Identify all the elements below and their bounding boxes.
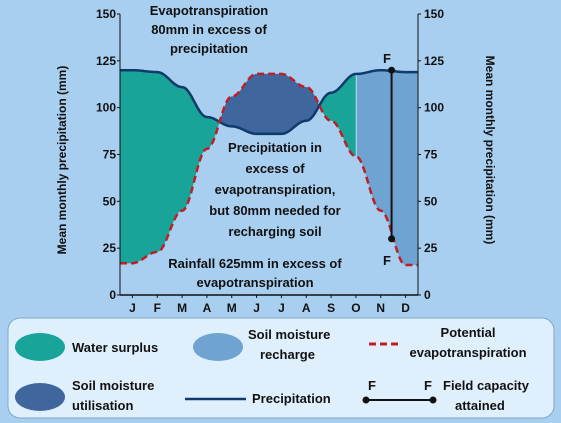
legend-label-soil-util-line1: Soil moisture	[72, 378, 154, 393]
y-tick-right-4: 100	[424, 101, 444, 115]
y-tick-left-5: 125	[96, 54, 116, 68]
field-capacity-dot-top	[388, 66, 396, 74]
field-capacity-dot-bottom	[388, 235, 396, 243]
y-tick-right-6: 150	[424, 7, 444, 21]
x-tick-label-6: J	[278, 301, 285, 315]
x-tick-label-9: O	[351, 301, 360, 315]
legend-label-field-capacity-line1: Field capacity	[443, 378, 530, 393]
legend-label-field-capacity-line2: attained	[455, 398, 505, 413]
y-tick-right-0: 0	[424, 288, 431, 302]
region-1	[220, 73, 320, 134]
legend-swatch-soil-moisture-recharge	[193, 333, 243, 361]
region-0	[120, 70, 219, 264]
y-tick-left-0: 0	[109, 288, 116, 302]
region-2	[320, 74, 356, 157]
x-tick-label-0: J	[129, 301, 136, 315]
legend-label-water-surplus: Water surplus	[72, 340, 158, 355]
y-axis-label-right: Mean monthly precipitation (mm)	[483, 56, 497, 245]
y-tick-left-1: 25	[103, 241, 117, 255]
annotation-mid-line4: but 80mm needed for	[209, 203, 340, 218]
annotation-mid-line1: Precipitation in	[228, 140, 322, 155]
x-tick-label-1: F	[154, 301, 161, 315]
annotation-bottom-line2: evapotranspiration	[196, 275, 313, 290]
field-capacity-label-bottom: F	[383, 253, 391, 268]
legend-swatch-field-capacity-dot-right	[429, 396, 437, 404]
legend-label-f-right: F	[424, 378, 432, 393]
series-precipitation-line	[120, 68, 418, 136]
x-tick-label-4: M	[227, 301, 237, 315]
x-tick-label-10: N	[376, 301, 385, 315]
y-tick-left-2: 50	[103, 194, 117, 208]
legend-label-pet-line2: evapotranspiration	[409, 345, 526, 360]
legend-label-f-left: F	[368, 378, 376, 393]
legend: Water surplus Soil moisture recharge Pot…	[7, 317, 555, 419]
series-potential-evapotranspiration-line	[120, 72, 418, 267]
legend-background	[7, 317, 555, 419]
y-tick-left-6: 150	[96, 7, 116, 21]
x-tick-label-11: D	[401, 301, 410, 315]
y-tick-left-3: 75	[103, 148, 117, 162]
annotation-mid-line5: recharging soil	[228, 224, 321, 239]
y-tick-right-2: 50	[424, 194, 438, 208]
x-tick-label-5: J	[253, 301, 260, 315]
annotation-bottom-line1: Rainfall 625mm in excess of	[168, 256, 342, 271]
y-tick-right-5: 125	[424, 54, 444, 68]
legend-label-soil-recharge-line2: recharge	[260, 347, 315, 362]
legend-label-soil-recharge-line1: Soil moisture	[248, 327, 330, 342]
x-tick-label-7: A	[302, 301, 311, 315]
annotation-top-line3: precipitation	[170, 41, 248, 56]
x-tick-label-8: S	[327, 301, 335, 315]
annotation-top-line2: 80mm in excess of	[151, 22, 267, 37]
x-tick-label-2: M	[177, 301, 187, 315]
field-capacity-label-top: F	[383, 51, 391, 66]
legend-swatch-soil-moisture-utilisation	[15, 383, 65, 411]
y-axis-label-left: Mean monthly precipitation (mm)	[55, 66, 69, 255]
annotation-mid-line2: excess of	[245, 161, 305, 176]
legend-label-soil-util-line2: utilisation	[72, 398, 133, 413]
annotation-mid-line3: evapotranspiration,	[215, 182, 336, 197]
legend-label-precipitation: Precipitation	[252, 391, 331, 406]
y-tick-right-3: 75	[424, 148, 438, 162]
annotation-top-line1: Evapotranspiration	[150, 3, 269, 18]
y-tick-left-4: 100	[96, 101, 116, 115]
legend-swatch-water-surplus	[15, 333, 65, 361]
y-tick-right-1: 25	[424, 241, 438, 255]
plot-area	[120, 66, 418, 267]
legend-swatch-field-capacity-dot-left	[362, 396, 370, 404]
x-tick-label-3: A	[203, 301, 212, 315]
legend-label-pet-line1: Potential	[441, 325, 496, 340]
region-3	[357, 70, 418, 265]
